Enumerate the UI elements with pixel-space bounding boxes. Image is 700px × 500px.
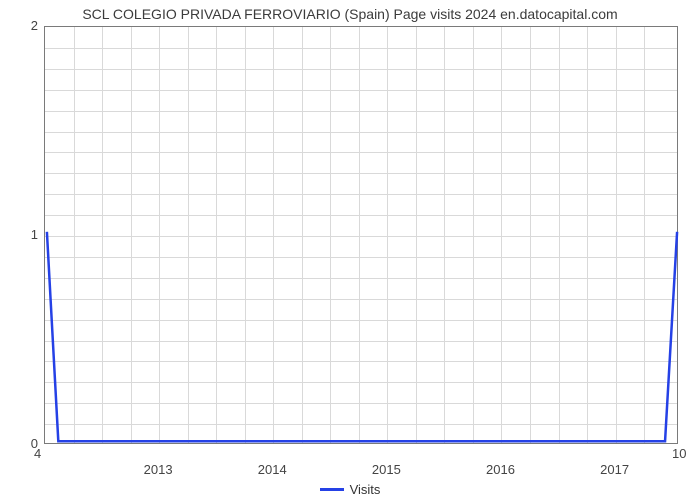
legend-label: Visits [350,482,381,497]
legend: Visits [0,482,700,497]
x-tick-label: 2017 [600,462,629,477]
x-tick-label: 2016 [486,462,515,477]
corner-label-bottom-left: 4 [34,446,41,461]
corner-label-bottom-right: 10 [672,446,686,461]
x-tick-label: 2013 [144,462,173,477]
y-tick-label: 2 [14,18,38,33]
y-tick-label: 1 [14,227,38,242]
x-tick-label: 2015 [372,462,401,477]
legend-swatch [320,488,344,491]
chart-title: SCL COLEGIO PRIVADA FERROVIARIO (Spain) … [0,6,700,22]
chart-container: SCL COLEGIO PRIVADA FERROVIARIO (Spain) … [0,0,700,500]
visits-line [47,232,677,441]
plot-area [44,26,678,444]
line-series [45,27,679,445]
x-tick-label: 2014 [258,462,287,477]
